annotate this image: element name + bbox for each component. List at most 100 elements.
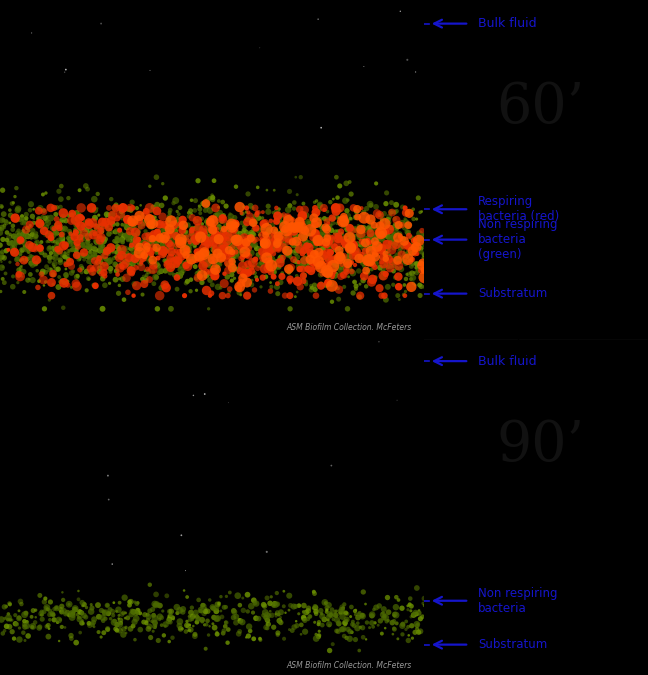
Point <box>393 222 404 233</box>
Point <box>181 277 191 288</box>
Point <box>128 259 138 269</box>
Point <box>248 239 258 250</box>
Point <box>233 217 243 227</box>
Point <box>251 272 261 283</box>
Point <box>336 261 347 272</box>
Point <box>62 271 72 281</box>
Point <box>198 600 208 611</box>
Point <box>111 265 122 276</box>
Point <box>178 238 188 249</box>
Point <box>100 280 110 291</box>
Point <box>353 211 363 222</box>
Point <box>127 232 137 242</box>
Point <box>363 254 373 265</box>
Point <box>114 280 124 291</box>
Point <box>321 607 332 618</box>
Point <box>336 605 347 616</box>
Point <box>346 214 356 225</box>
Point <box>150 212 161 223</box>
Point <box>262 613 272 624</box>
Point <box>168 612 178 623</box>
Point <box>267 220 277 231</box>
Point <box>144 217 154 227</box>
Point <box>12 253 23 264</box>
Point <box>266 215 276 226</box>
Point <box>309 249 319 260</box>
Point <box>200 234 211 244</box>
Point <box>206 236 216 246</box>
Point <box>216 605 226 616</box>
Point <box>104 278 115 289</box>
Point <box>30 617 40 628</box>
Point <box>384 229 394 240</box>
Point <box>104 229 114 240</box>
Point <box>274 616 284 626</box>
Point <box>222 637 233 648</box>
Point <box>229 244 240 254</box>
Point <box>399 236 410 246</box>
Point <box>31 231 41 242</box>
Point <box>300 236 310 247</box>
Point <box>323 222 334 233</box>
Point <box>171 217 181 227</box>
Point <box>203 268 214 279</box>
Point <box>275 617 286 628</box>
Point <box>249 233 259 244</box>
Point <box>72 230 82 240</box>
Point <box>250 597 260 608</box>
Point <box>200 201 211 212</box>
Point <box>46 277 56 288</box>
Point <box>221 238 231 248</box>
Point <box>209 271 220 282</box>
Point <box>241 632 251 643</box>
Point <box>327 270 338 281</box>
Point <box>274 240 284 250</box>
Point <box>197 616 207 627</box>
Point <box>34 205 44 216</box>
Point <box>338 608 348 618</box>
Point <box>310 240 321 251</box>
Point <box>181 260 191 271</box>
Point <box>306 265 316 276</box>
Point <box>202 198 213 209</box>
Point <box>239 233 249 244</box>
Point <box>64 599 75 610</box>
Point <box>61 264 71 275</box>
Point <box>334 253 345 264</box>
Point <box>223 290 233 301</box>
Point <box>60 609 71 620</box>
Point <box>402 246 413 256</box>
Point <box>8 281 18 292</box>
Point <box>292 189 303 200</box>
Point <box>211 202 221 213</box>
Point <box>1 216 11 227</box>
Point <box>87 603 97 614</box>
Point <box>150 600 160 611</box>
Point <box>371 252 381 263</box>
Point <box>413 192 424 203</box>
Point <box>133 240 144 250</box>
Point <box>57 587 67 598</box>
Point <box>143 230 153 240</box>
Point <box>132 254 143 265</box>
Point <box>318 252 328 263</box>
Point <box>114 246 124 256</box>
Point <box>10 610 21 620</box>
Point <box>397 257 407 268</box>
Point <box>334 284 344 295</box>
Point <box>148 216 158 227</box>
Point <box>196 604 206 615</box>
Point <box>407 268 417 279</box>
Point <box>148 254 158 265</box>
Point <box>249 239 260 250</box>
Point <box>12 619 22 630</box>
Point <box>207 213 217 224</box>
Point <box>154 218 164 229</box>
Point <box>130 230 140 240</box>
Point <box>196 254 206 265</box>
Point <box>338 242 348 252</box>
Point <box>374 336 384 347</box>
Point <box>378 267 388 277</box>
Point <box>410 608 421 618</box>
Point <box>79 598 89 609</box>
